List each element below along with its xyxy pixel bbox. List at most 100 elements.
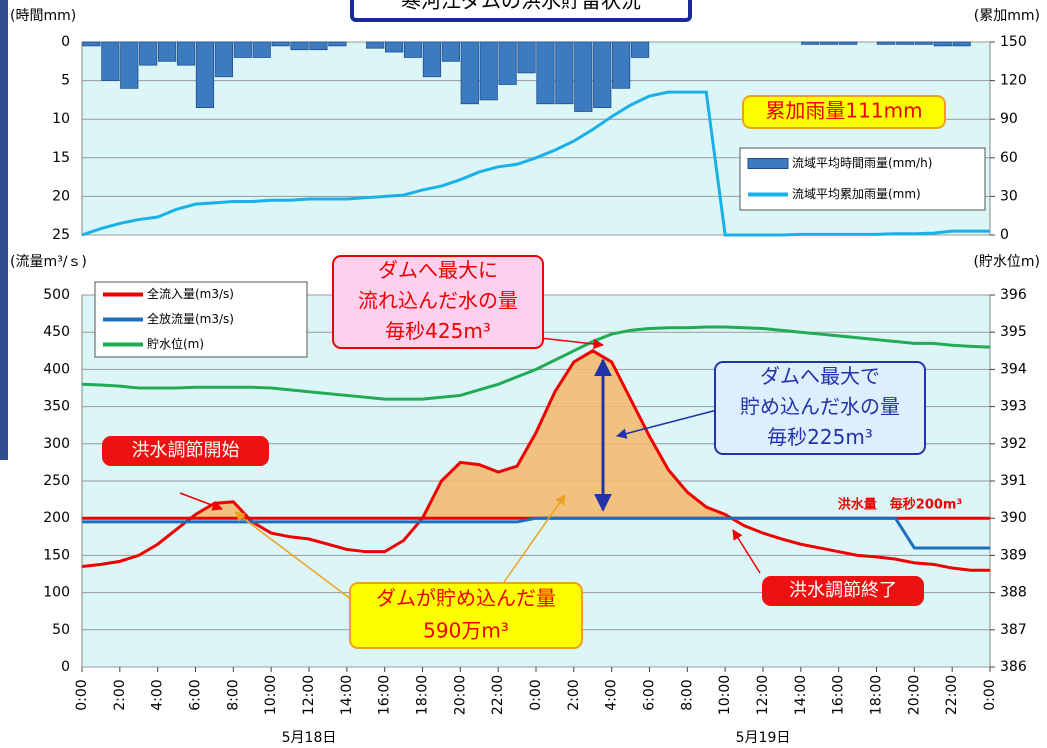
bar [630,41,650,58]
line [81,325,991,401]
y2-tick-label: 120 [1000,73,1027,89]
bar [82,41,101,47]
x-tick-label: 10:00 [717,675,733,715]
y-tick-label: 150 [43,547,70,563]
x-tick-label: 6:00 [642,679,658,710]
bar [441,41,460,62]
x-tick-label: 18:00 [415,675,431,715]
bar [839,41,858,45]
x-tick-label: 12:00 [755,675,771,715]
x-tick-label: 18:00 [869,675,885,715]
annotation-arrow [501,494,566,586]
annotation-arrow [234,511,353,601]
y-tick-label: 200 [43,510,70,526]
y2-tick-label: 393 [1000,399,1027,415]
legend-label: 全放流量(m3/s) [147,311,234,326]
x-tick-label: 20:00 [906,675,922,715]
line [81,90,990,237]
y-tick-label: 10 [52,111,70,127]
bar [517,41,536,74]
bar [876,41,896,45]
bar [385,41,404,53]
y2-tick-label: 60 [1000,150,1018,166]
y2-tick-label: 391 [1000,473,1027,489]
annotation-text: ダムへ最大に [378,258,498,282]
x-tick-label: 4:00 [604,679,620,710]
x-tick-label: 2:00 [566,679,582,710]
legend-label: 全流入量(m3/s) [147,286,234,301]
x-tick-label: 14:00 [339,675,355,715]
legend-label: 貯水位(m) [147,336,204,351]
x-tick-label: 2:00 [112,679,128,710]
bar [933,41,952,47]
annotation-text: 毎秒225m³ [767,425,873,449]
annotation-text: 累加雨量111mm [765,99,922,123]
x-tick-label: 0:00 [528,679,544,710]
bar [366,41,385,49]
bar [460,41,479,105]
bar [820,41,839,45]
chart-title: 寒河江ダムの洪水貯留状況 [401,0,641,13]
bar [290,41,309,51]
y2-tick-label: 395 [1000,324,1027,340]
y-axis-label: (流量m³/ｓ) [10,254,87,270]
x-tick-label: 20:00 [452,675,468,715]
annotation-text: ダムへ最大で [760,364,880,388]
y2-axis-label: (貯水位m) [973,254,1040,270]
y-tick-label: 300 [43,436,70,452]
annotation-text: 洪水調節開始 [132,440,240,461]
bar [952,41,971,47]
bar [479,41,498,101]
annotation-box [762,576,924,606]
bar [328,41,347,47]
bar [574,41,593,112]
bar [895,41,914,45]
y2-tick-label: 388 [1000,585,1027,601]
bar [214,41,233,78]
y-tick-label: 500 [43,287,70,303]
date-label: 5月19日 [736,730,791,746]
title-box [350,0,692,22]
x-tick-label: 8:00 [679,679,695,710]
x-tick-label: 14:00 [793,675,809,715]
annotation-text: 毎秒425m³ [385,319,491,343]
bar [233,41,252,58]
annotation-arrow [615,409,718,439]
annotation-box [332,255,544,349]
annotation-box [349,582,583,649]
y-tick-label: 20 [52,188,70,204]
y-tick-label: 15 [52,150,70,166]
bar [422,41,442,78]
y-tick-label: 350 [43,399,70,415]
y-tick-label: 5 [61,73,70,89]
reference-label: 洪水量 毎秒200m³ [838,497,962,513]
y2-tick-label: 387 [1000,622,1027,638]
annotation-box [102,436,269,466]
y-tick-label: 450 [43,324,70,340]
bar [158,41,177,62]
y-axis-label: (時間mm) [10,8,76,24]
annotation-arrow [732,529,761,574]
legend-label: 流域平均累加雨量(mm) [792,187,921,201]
x-tick-label: 10:00 [263,675,279,715]
annotation-arrow [539,337,605,350]
bar [403,41,423,58]
bar [536,41,555,105]
bar [195,41,215,109]
x-tick-label: 12:00 [301,675,317,715]
x-tick-label: 4:00 [150,679,166,710]
y-tick-label: 0 [61,34,70,50]
y2-tick-label: 0 [1000,227,1009,243]
x-tick-label: 0:00 [982,679,998,710]
bar [252,41,271,58]
bar [593,41,612,109]
annotation-box [742,95,946,129]
y2-axis-label: (累加mm) [974,8,1040,24]
legend-marker [747,158,789,169]
bar [801,41,820,45]
bar [612,41,631,89]
x-tick-label: 22:00 [944,675,960,715]
line [82,516,990,550]
y2-tick-label: 90 [1000,111,1018,127]
